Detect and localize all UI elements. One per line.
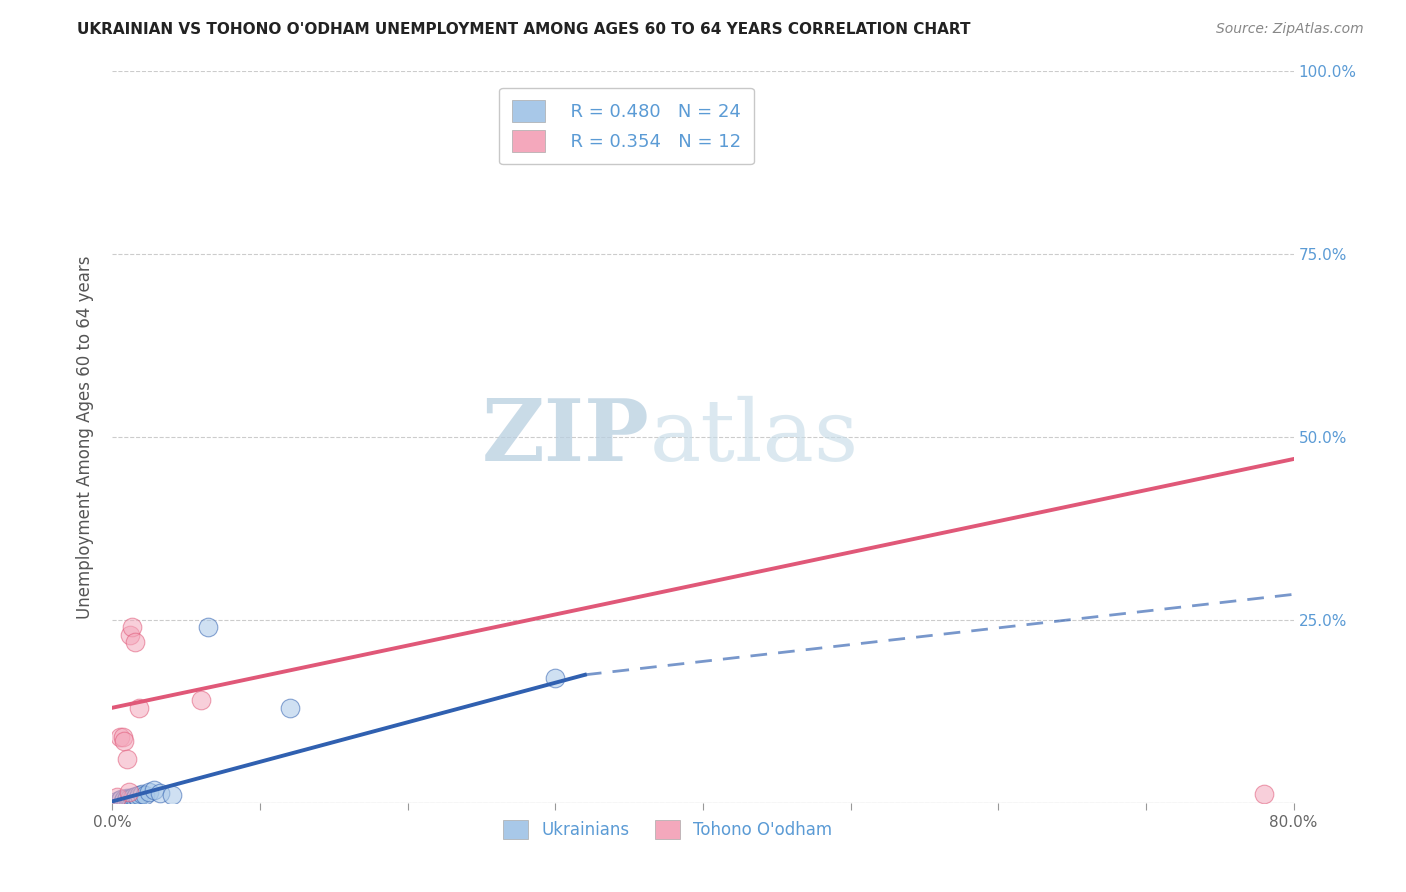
Point [114,793,136,807]
Text: Source: ZipAtlas.com: Source: ZipAtlas.com [1216,22,1364,37]
Point [160,789,183,803]
Point [128,700,150,714]
Point [120,790,142,805]
Point [118,792,141,806]
Point [138,785,160,799]
Point [121,620,143,634]
Point [105,794,128,808]
Point [544,672,567,686]
Point [142,782,165,797]
Legend: Ukrainians, Tohono O'odham: Ukrainians, Tohono O'odham [496,814,839,846]
Point [110,792,132,806]
Point [124,635,146,649]
Point [149,786,172,800]
Point [1253,787,1275,801]
Text: atlas: atlas [650,395,859,479]
Point [124,790,146,805]
Point [278,700,301,714]
Point [190,693,212,707]
Point [197,620,219,634]
Point [112,733,135,747]
Point [112,792,135,806]
Point [108,793,131,807]
Point [122,789,145,804]
Point [134,789,156,803]
Text: ZIP: ZIP [482,395,650,479]
Point [125,789,148,804]
Point [128,789,150,803]
Point [118,785,141,799]
Point [111,730,134,744]
Point [117,791,138,805]
Y-axis label: Unemployment Among Ages 60 to 64 years: Unemployment Among Ages 60 to 64 years [76,255,94,619]
Point [105,789,128,804]
Text: UKRAINIAN VS TOHONO O'ODHAM UNEMPLOYMENT AMONG AGES 60 TO 64 YEARS CORRELATION C: UKRAINIAN VS TOHONO O'ODHAM UNEMPLOYMENT… [77,22,970,37]
Point [131,787,153,801]
Point [108,730,131,744]
Point [120,627,142,641]
Point [127,791,149,805]
Point [117,752,138,766]
Point [111,794,134,808]
Point [121,791,143,805]
